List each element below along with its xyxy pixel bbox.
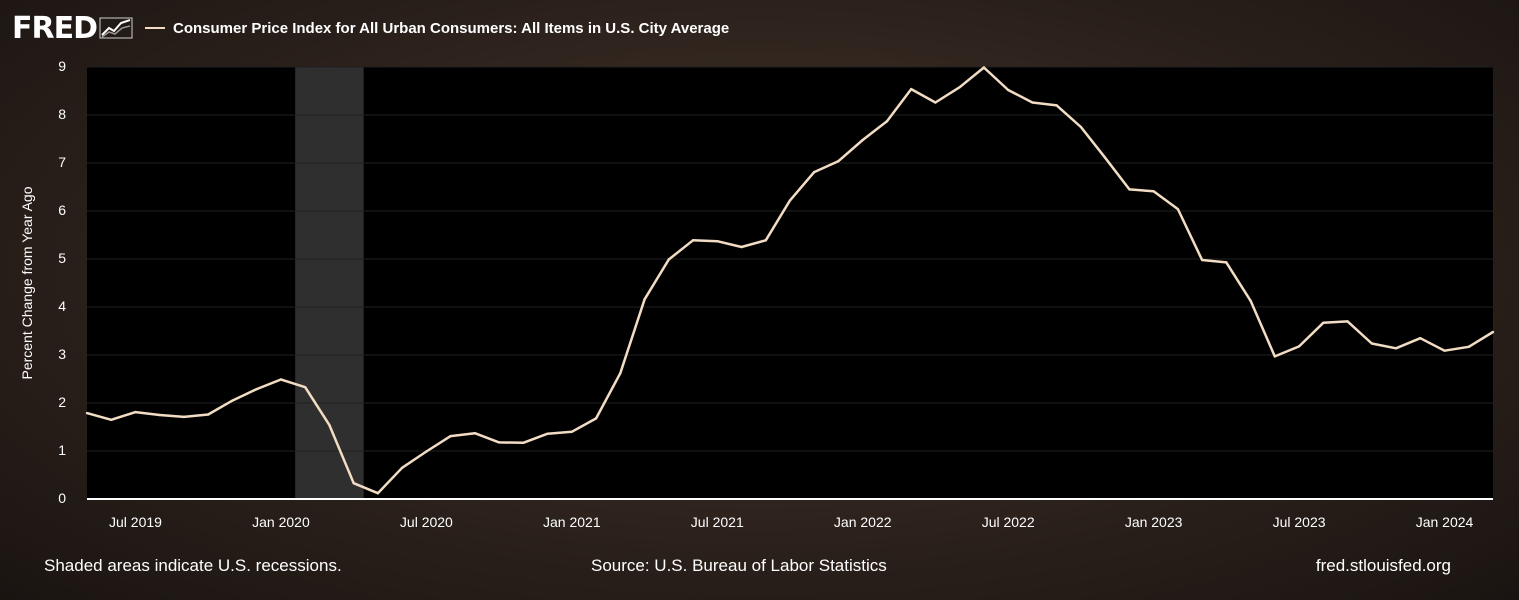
data-point — [982, 66, 986, 69]
x-tick-label: Jul 2022 — [982, 514, 1035, 530]
fred-logo[interactable]: FRED — [12, 11, 133, 46]
y-tick-label: 1 — [58, 442, 66, 458]
data-point — [1419, 337, 1422, 340]
data-point — [134, 410, 137, 414]
data-point — [570, 430, 574, 433]
data-point — [1176, 207, 1180, 211]
data-point — [958, 85, 961, 89]
fred-logo-text: FRED — [12, 10, 98, 46]
data-point — [1152, 190, 1155, 193]
data-point — [546, 432, 549, 435]
data-point — [328, 423, 331, 427]
data-point — [813, 170, 816, 174]
data-point — [861, 138, 864, 142]
data-point — [85, 411, 89, 415]
recession-note: Shaded areas indicate U.S. recessions. — [44, 556, 342, 575]
data-point — [1103, 156, 1107, 159]
data-point — [231, 399, 234, 402]
legend-line-swatch — [145, 27, 165, 29]
data-point — [522, 441, 525, 445]
data-point — [1394, 347, 1398, 350]
data-point — [691, 239, 695, 242]
data-point — [764, 239, 767, 242]
data-point — [1079, 125, 1083, 129]
data-point — [594, 417, 598, 420]
x-tick-label: Jul 2019 — [109, 514, 162, 530]
data-point — [158, 413, 161, 417]
data-point — [1491, 330, 1495, 334]
data-point — [1225, 261, 1228, 264]
data-point — [425, 450, 428, 453]
data-point — [182, 415, 186, 419]
data-point — [643, 298, 646, 301]
data-point — [376, 492, 380, 495]
x-tick-label: Jan 2024 — [1416, 514, 1474, 530]
data-point — [1031, 101, 1034, 104]
data-point — [1128, 188, 1131, 191]
x-tick-label: Jul 2023 — [1273, 514, 1326, 530]
chart-legend: Consumer Price Index for All Urban Consu… — [145, 20, 729, 37]
x-tick-label: Jan 2023 — [1125, 514, 1183, 530]
data-point — [279, 378, 283, 381]
x-tick-label: Jan 2021 — [543, 514, 601, 530]
data-point — [497, 441, 501, 444]
data-point — [400, 466, 404, 469]
y-tick-label: 9 — [58, 58, 66, 74]
data-point — [449, 434, 452, 438]
data-point — [1055, 104, 1058, 107]
y-tick-label: 2 — [58, 394, 66, 410]
x-tick-label: Jan 2020 — [252, 514, 310, 530]
data-point — [303, 385, 307, 389]
site-link[interactable]: fred.stlouisfed.org — [1315, 556, 1451, 575]
recession-shade — [295, 67, 364, 499]
data-point — [934, 101, 937, 104]
data-point — [1297, 345, 1301, 348]
data-point — [837, 159, 840, 163]
chart-header: FRED Consumer Price Index for All Urban … — [12, 8, 729, 48]
data-point — [110, 418, 113, 421]
data-point — [1346, 320, 1349, 323]
x-tick-label: Jan 2022 — [834, 514, 892, 530]
y-tick-label: 6 — [58, 202, 66, 218]
data-point — [1200, 258, 1204, 262]
data-point — [1322, 321, 1325, 325]
data-point — [1443, 349, 1446, 352]
data-point — [1006, 88, 1010, 92]
y-tick-label: 4 — [58, 298, 66, 314]
y-axis-label: Percent Change from Year Ago — [19, 186, 35, 379]
data-point — [740, 245, 743, 249]
chart-line-icon — [99, 17, 133, 39]
y-tick-label: 3 — [58, 346, 66, 362]
y-tick-label: 7 — [58, 154, 66, 170]
y-tick-label: 0 — [58, 490, 66, 506]
data-point — [1467, 345, 1470, 349]
data-point — [207, 413, 210, 416]
data-point — [1249, 299, 1252, 302]
data-point — [1370, 342, 1373, 345]
data-point — [1273, 355, 1277, 358]
data-point — [788, 199, 792, 202]
data-point — [910, 87, 913, 91]
data-point — [473, 432, 477, 435]
data-point — [255, 387, 258, 391]
data-point — [885, 120, 889, 123]
data-point — [716, 240, 719, 243]
legend-series-label: Consumer Price Index for All Urban Consu… — [173, 19, 730, 37]
source-note: Source: U.S. Bureau of Labor Statistics — [591, 556, 887, 575]
data-point — [667, 258, 670, 261]
x-tick-label: Jul 2020 — [400, 514, 453, 530]
y-tick-label: 8 — [58, 106, 66, 122]
data-point — [352, 481, 355, 485]
data-point — [619, 372, 622, 375]
y-tick-label: 5 — [58, 250, 66, 266]
x-tick-label: Jul 2021 — [691, 514, 744, 530]
